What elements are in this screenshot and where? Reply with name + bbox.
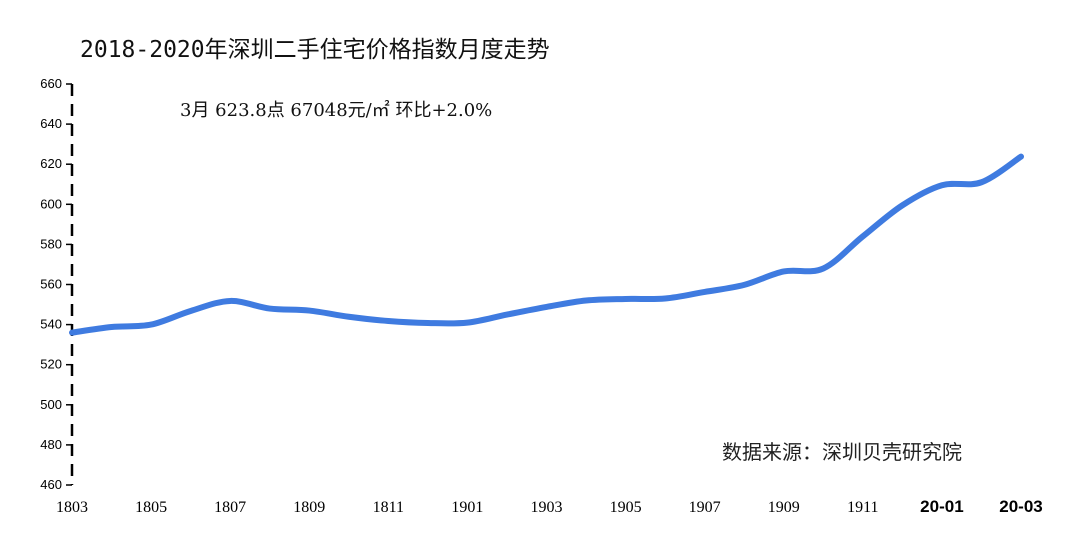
data-point <box>623 296 629 302</box>
x-tick-label: 1905 <box>610 499 642 516</box>
x-tick-label: 1803 <box>56 499 88 516</box>
y-tick-label: 580 <box>40 236 62 251</box>
data-point <box>227 298 233 304</box>
chart-title: 2018-2020年深圳二手住宅价格指数月度走势 <box>80 37 550 63</box>
y-tick-label: 640 <box>40 116 62 131</box>
data-point <box>662 296 668 302</box>
data-point <box>109 324 115 330</box>
data-point <box>188 308 194 314</box>
data-point <box>860 233 866 239</box>
x-tick-label: 20-01 <box>920 497 963 516</box>
x-tick-label: 1901 <box>451 499 483 516</box>
y-tick-label: 520 <box>40 357 62 372</box>
x-tick-label: 1911 <box>847 499 878 516</box>
x-tick-label: 1809 <box>293 499 325 516</box>
data-point <box>583 298 589 304</box>
x-tick-label: 1805 <box>135 499 167 516</box>
x-tick-label: 20-03 <box>999 497 1042 516</box>
latest-value-annotation: 3月 623.8点 67048元/㎡ 环比+2.0% <box>180 100 493 121</box>
y-tick-label: 560 <box>40 277 62 292</box>
data-point <box>939 182 945 188</box>
data-point <box>978 179 984 185</box>
data-point <box>781 268 787 274</box>
y-tick-label: 480 <box>40 437 62 452</box>
data-point <box>69 330 75 336</box>
y-tick-label: 540 <box>40 317 62 332</box>
y-axis: 460 480 500 520 540 560 580 600 620 640 660 <box>40 76 74 492</box>
y-tick-label: 500 <box>40 397 62 412</box>
y-tick-label: 460 <box>40 477 62 492</box>
data-point <box>820 265 826 271</box>
data-point <box>148 322 154 328</box>
x-tick-label: 1807 <box>214 499 246 516</box>
series-layer <box>69 153 1024 336</box>
data-point <box>346 314 352 320</box>
data-point <box>741 282 747 288</box>
data-point <box>1018 154 1024 160</box>
x-tick-label: 1907 <box>689 499 721 516</box>
x-axis: 1803 1805 1807 1809 1811 1901 1903 1905 1907 1909… <box>56 497 1043 516</box>
y-tick-label: 620 <box>40 156 62 171</box>
y-tick-label: 660 <box>40 76 62 91</box>
x-tick-label: 1811 <box>373 499 404 516</box>
y-tick-label: 600 <box>40 196 62 211</box>
data-point <box>544 304 549 310</box>
data-source-note: 数据来源：深圳贝壳研究院 <box>722 440 962 464</box>
x-tick-label: 1903 <box>531 499 563 516</box>
data-point <box>267 306 273 312</box>
data-point <box>702 289 708 295</box>
data-point <box>385 318 391 324</box>
data-point <box>425 320 431 326</box>
data-point <box>464 320 470 326</box>
data-point <box>306 308 312 314</box>
x-tick-label: 1909 <box>768 499 800 516</box>
data-point <box>899 202 905 208</box>
data-point <box>504 312 510 318</box>
